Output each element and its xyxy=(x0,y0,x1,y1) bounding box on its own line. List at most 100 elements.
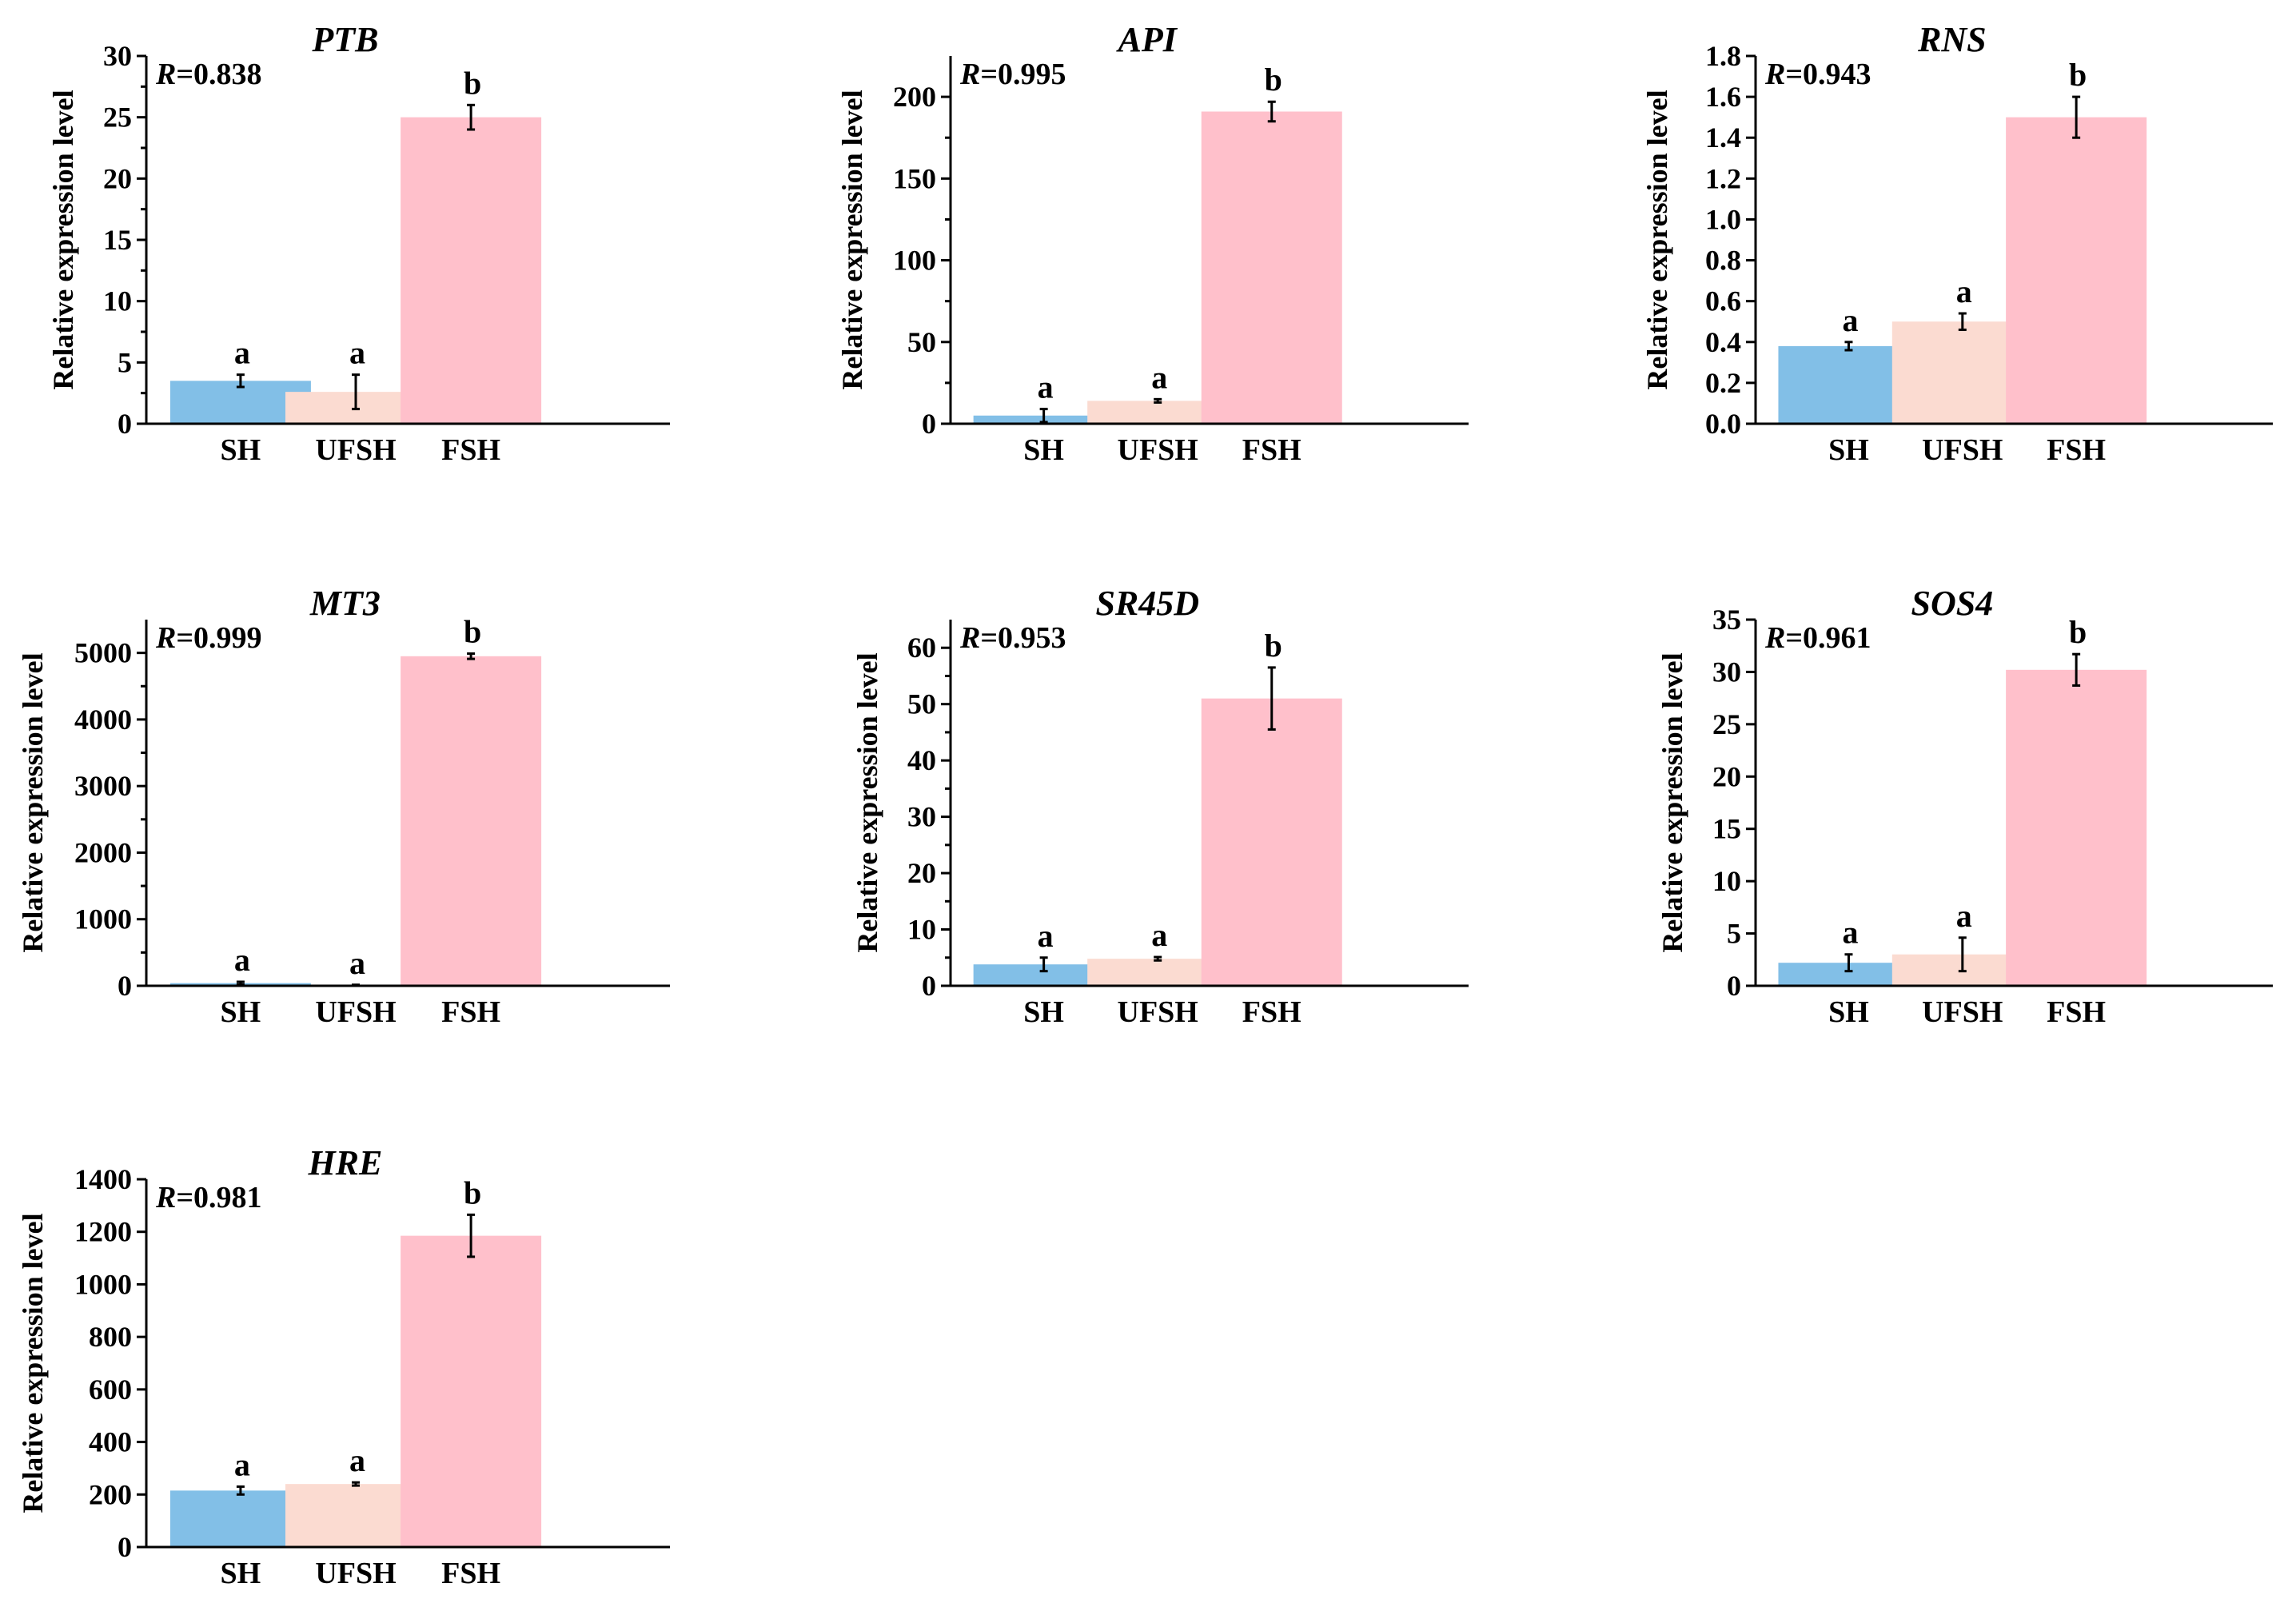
error-bar-sh xyxy=(1844,341,1853,352)
error-bar-fsh xyxy=(2072,95,2081,139)
bar-fsh xyxy=(1201,698,1342,986)
error-bar-ufsh xyxy=(1958,936,1967,973)
y-tick-label: 5000 xyxy=(74,637,132,669)
correlation-annotation: R=0.981 xyxy=(155,1181,262,1214)
x-category-label: SH xyxy=(221,1557,261,1590)
y-tick-label: 30 xyxy=(103,40,132,72)
y-tick-label: 20 xyxy=(1712,760,1741,792)
significance-letter: b xyxy=(1265,62,1282,98)
chart-title: RNS xyxy=(1917,20,1987,59)
significance-letter: a xyxy=(1956,273,1972,309)
significance-letter: a xyxy=(1151,359,1167,395)
x-category-label: FSH xyxy=(1242,433,1301,467)
x-category-label: SH xyxy=(1828,995,1869,1029)
y-axis-label: Relative expression level xyxy=(851,652,883,952)
error-bar-ufsh xyxy=(1958,312,1967,331)
y-tick-label: 10 xyxy=(907,914,936,946)
r-value: =0.995 xyxy=(980,58,1066,91)
significance-letter: b xyxy=(2069,614,2087,650)
significance-letter: b xyxy=(1265,628,1282,664)
r-value: =0.953 xyxy=(980,621,1066,655)
r-value: =0.961 xyxy=(1785,621,1871,655)
significance-letter: b xyxy=(464,613,481,649)
error-bar-sh xyxy=(236,1485,245,1496)
y-axis-label: Relative expression level xyxy=(1641,90,1673,389)
chart-title: SR45D xyxy=(1095,584,1199,623)
y-tick-label: 1400 xyxy=(74,1163,132,1195)
y-tick-label: 25 xyxy=(1712,708,1741,740)
significance-letter: a xyxy=(1151,917,1167,953)
r-value: =0.838 xyxy=(176,58,261,91)
significance-letter: b xyxy=(2069,57,2087,93)
error-bar-fsh xyxy=(1267,100,1276,123)
chart-title: MT3 xyxy=(309,584,381,623)
y-tick-label: 4000 xyxy=(74,704,132,736)
y-axis-label: Relative expression level xyxy=(836,90,868,389)
chart-panel-sos4: a a b 0 5 10 15 20 25 30 35 SH UFSH FSH SOS4 R=0.961 Rel… xyxy=(1656,584,2273,1029)
x-category-label: FSH xyxy=(441,995,500,1029)
error-bar-sh xyxy=(1039,956,1048,973)
r-value: =0.981 xyxy=(176,1181,261,1214)
r-symbol: R xyxy=(959,58,980,91)
bar-fsh xyxy=(2006,117,2147,424)
significance-letter: a xyxy=(234,1446,250,1482)
chart-title: SOS4 xyxy=(1911,584,1994,623)
error-bar-sh xyxy=(236,980,245,986)
bar-fsh xyxy=(401,656,542,986)
error-bar-fsh xyxy=(467,1213,476,1258)
y-axis-label: Relative expression level xyxy=(17,652,49,952)
x-category-label: SH xyxy=(221,995,261,1029)
y-tick-label: 0.0 xyxy=(1705,408,1741,440)
r-symbol: R xyxy=(1764,621,1785,655)
significance-letter: a xyxy=(349,335,365,371)
y-tick-label: 0 xyxy=(922,408,936,440)
x-category-label: SH xyxy=(1828,433,1869,467)
significance-letter: a xyxy=(1842,302,1858,338)
bar-fsh xyxy=(401,1235,542,1547)
y-tick-label: 1000 xyxy=(74,1268,132,1300)
significance-letter: a xyxy=(234,335,250,371)
r-symbol: R xyxy=(1764,58,1785,91)
error-bar-ufsh xyxy=(1154,955,1162,962)
y-tick-label: 0.4 xyxy=(1705,326,1741,358)
correlation-annotation: R=0.999 xyxy=(155,621,262,655)
y-tick-label: 600 xyxy=(89,1374,132,1406)
y-tick-label: 5 xyxy=(1727,918,1741,950)
r-symbol: R xyxy=(155,1181,176,1214)
y-tick-label: 0.8 xyxy=(1705,245,1741,277)
y-tick-label: 20 xyxy=(103,162,132,194)
y-tick-label: 400 xyxy=(89,1426,132,1458)
y-tick-label: 1.8 xyxy=(1705,40,1741,72)
y-tick-label: 0.6 xyxy=(1705,285,1741,317)
error-bar-sh xyxy=(1039,408,1048,424)
y-tick-label: 3000 xyxy=(74,770,132,802)
y-tick-label: 50 xyxy=(907,688,936,720)
y-tick-label: 1.0 xyxy=(1705,203,1741,235)
significance-letter: a xyxy=(349,1442,365,1478)
significance-letter: a xyxy=(1842,915,1858,951)
y-tick-label: 30 xyxy=(907,801,936,833)
y-tick-label: 1.4 xyxy=(1705,122,1741,154)
y-tick-label: 0 xyxy=(1727,970,1741,1002)
y-tick-label: 15 xyxy=(1712,813,1741,845)
significance-letter: a xyxy=(349,945,365,981)
x-category-label: UFSH xyxy=(1922,995,2003,1029)
y-tick-label: 2000 xyxy=(74,836,132,868)
x-category-label: FSH xyxy=(441,1557,500,1590)
r-value: =0.943 xyxy=(1785,58,1871,91)
error-bar-fsh xyxy=(2072,652,2081,687)
y-tick-label: 60 xyxy=(907,632,936,664)
r-symbol: R xyxy=(959,621,980,655)
y-tick-label: 20 xyxy=(907,857,936,889)
significance-letter: a xyxy=(1956,898,1972,934)
chart-panel-ptb: a a b 0 5 10 15 20 25 30 SH UFSH FSH PTB R=0.838 Relati… xyxy=(47,20,670,467)
y-tick-label: 15 xyxy=(103,224,132,256)
r-symbol: R xyxy=(155,621,176,655)
y-tick-label: 1.6 xyxy=(1705,81,1741,113)
significance-letter: b xyxy=(464,1174,481,1210)
chart-title: HRE xyxy=(307,1143,382,1182)
chart-panel-mt3: a a b 0 1000 2000 3000 4000 5000 SH UFSH FSH MT3 R=0.… xyxy=(17,584,670,1029)
x-category-label: FSH xyxy=(441,433,500,467)
y-tick-label: 1200 xyxy=(74,1216,132,1248)
